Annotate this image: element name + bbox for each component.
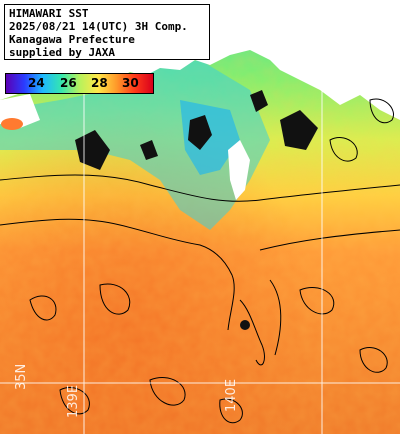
cloud-patch-6 xyxy=(240,320,250,330)
colorbar-label-26: 26 xyxy=(60,76,77,90)
colorbar-label-30: 30 xyxy=(122,76,139,90)
cloud-patch-3 xyxy=(280,110,318,150)
title-region: Kanagawa Prefecture xyxy=(9,33,135,46)
land-boso xyxy=(300,0,400,80)
cloud-patch-2 xyxy=(188,115,212,150)
title-credit: supplied by JAXA xyxy=(9,46,115,59)
cool-bay-water xyxy=(0,60,270,230)
colorbar-label-28: 28 xyxy=(91,76,108,90)
land-island xyxy=(1,118,23,130)
sst-contours xyxy=(0,98,400,424)
colorbar-label-24: 24 xyxy=(28,76,45,90)
cloud-patch-4 xyxy=(250,90,268,112)
lat-label-35n: 35N xyxy=(14,363,29,390)
lon-label-140e: 140E xyxy=(224,378,239,412)
sst-colorbar: 24 26 28 30 xyxy=(5,73,154,94)
title-box: HIMAWARI SST 2025/08/21 14(UTC) 3H Comp.… xyxy=(4,4,210,60)
title-datetime: 2025/08/21 14(UTC) 3H Comp. xyxy=(9,20,188,33)
land-miura xyxy=(228,140,250,200)
lon-label-139e: 139E xyxy=(66,384,81,418)
title-product: HIMAWARI SST xyxy=(9,7,89,20)
cloud-patch-5 xyxy=(140,140,158,160)
